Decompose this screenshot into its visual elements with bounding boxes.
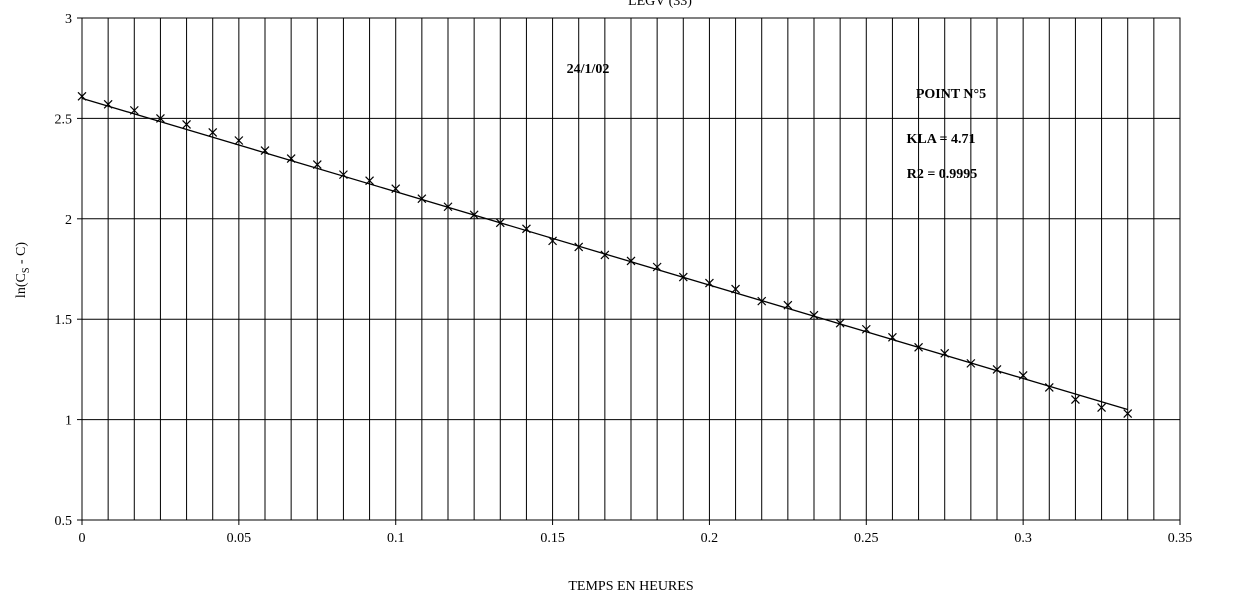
x-tick-label: 0.15 [540,531,565,546]
data-point [522,224,531,234]
x-tick-label: 0.3 [1014,531,1032,546]
x-tick-label: 0.05 [227,531,252,546]
data-point [600,250,610,260]
data-point [783,300,793,310]
data-point [1071,395,1080,404]
data-point [182,119,191,129]
data-point [338,170,348,180]
data-point [208,128,218,137]
annotation-kla: KLA = 4.71 [906,132,975,147]
y-tick-label: 2 [65,213,72,228]
annotation-r2: R2 = 0.9995 [907,167,978,182]
data-point [1044,383,1054,392]
y-tick-label: 1.5 [55,313,73,328]
data-point [1018,370,1028,380]
data-point [861,324,871,334]
y-axis-label-sub: S [21,268,32,274]
y-axis-label-main: ln(C [14,273,29,298]
y-axis-ticks: 0.5 1 1.5 2 2.5 3 [55,12,82,529]
data-point [757,296,767,306]
data-point [1123,409,1133,419]
data-point [731,284,740,294]
y-tick-label: 3 [65,12,72,27]
data-point [548,236,557,246]
data-point [156,113,165,123]
trendline [81,97,1128,411]
data-point [992,364,1002,374]
y-tick-label: 2.5 [55,112,73,127]
data-point [286,154,296,163]
data-point [365,176,375,186]
x-tick-label: 0.35 [1168,531,1193,546]
data-point [966,358,976,368]
trendline-group [81,97,1128,411]
data-point [260,146,270,155]
x-tick-label: 0.2 [701,531,719,546]
data-point [574,242,584,252]
data-point [417,194,427,204]
data-point [887,332,897,342]
data-point [1097,403,1106,412]
data-point [103,99,113,109]
data-point [914,342,924,352]
data-point [443,202,453,212]
data-point [809,310,819,320]
plot-border [81,17,1181,521]
annotation-date: 24/1/02 [567,62,610,77]
y-axis-label: ln(CS - C) [14,242,32,298]
x-tick-label: 0.25 [854,531,879,546]
data-point [626,256,636,266]
data-point [234,136,244,145]
data-point [129,105,139,115]
annotation-point: POINT N°5 [916,87,986,102]
data-point [652,262,662,272]
data-point [678,272,688,282]
data-point [835,318,845,328]
data-point [312,160,322,170]
x-tick-label: 0 [79,531,86,546]
data-point [495,218,505,228]
data-point [940,348,950,358]
y-tick-label: 0.5 [55,514,73,529]
data-point [705,278,714,288]
data-point [391,184,401,194]
x-axis-label: TEMPS EN HEURES [568,579,693,594]
x-tick-label: 0.1 [387,531,405,546]
y-axis-label-end: - C) [14,242,29,268]
data-point [469,210,479,220]
chart-title-partial: LEGV (33) [628,0,692,9]
x-axis-ticks: 0 0.05 0.1 0.15 0.2 0.25 0.3 0.35 [79,520,1193,546]
y-tick-label: 1 [65,414,72,429]
